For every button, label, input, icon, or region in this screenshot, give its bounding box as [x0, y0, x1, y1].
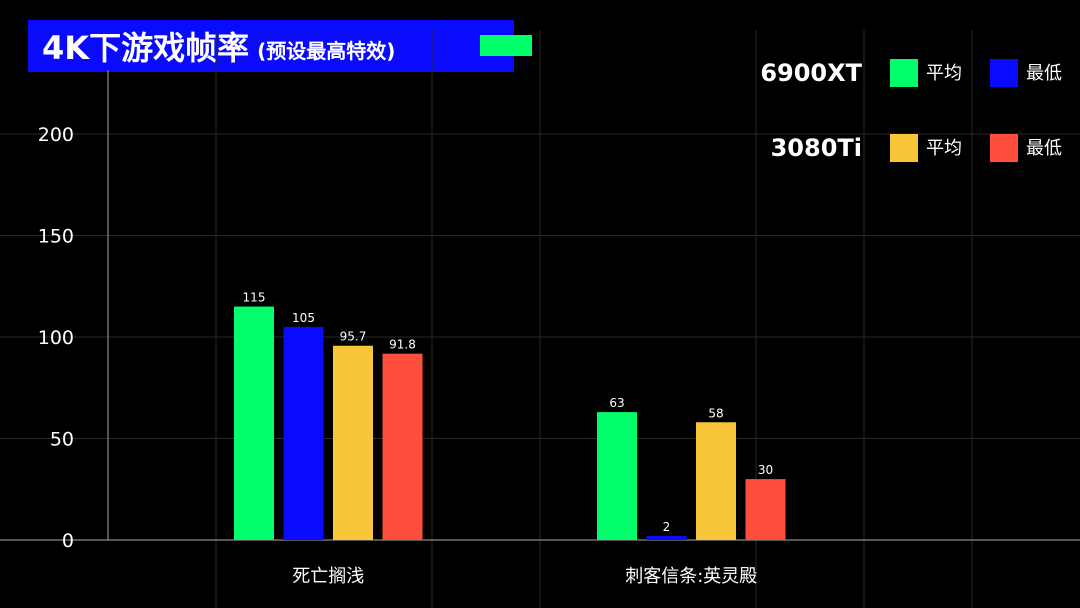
bar	[646, 535, 687, 540]
legend-group-6900xt: 6900XT 平均 最低	[740, 58, 1070, 92]
bar	[597, 412, 637, 540]
bar	[283, 326, 324, 540]
bar	[333, 345, 373, 540]
data-label: 95.7	[340, 330, 367, 344]
data-label: 30	[758, 463, 773, 477]
data-label: 2	[663, 520, 671, 534]
legend-name-3080ti: 3080Ti	[770, 134, 862, 162]
bar	[745, 479, 786, 540]
x-category-label: 死亡搁浅	[292, 566, 364, 587]
legend-label-3080ti-min: 最低	[1026, 138, 1062, 159]
legend-swatch-6900xt-avg	[890, 59, 918, 87]
legend-swatch-6900xt-min	[990, 59, 1018, 87]
legend-swatch-3080ti-min	[990, 134, 1018, 162]
data-label: 63	[609, 396, 624, 410]
chart-title: 4K下游戏帧率	[42, 29, 250, 67]
title-accent-bar	[480, 35, 532, 56]
x-category-label: 刺客信条:英灵殿	[625, 566, 757, 587]
y-tick-label: 50	[50, 429, 74, 451]
bar	[696, 422, 736, 540]
y-tick-label: 200	[38, 124, 74, 146]
legend-group-3080ti: 3080Ti 平均 最低	[740, 133, 1070, 167]
legend-label-6900xt-min: 最低	[1026, 63, 1062, 84]
legend-swatch-3080ti-avg	[890, 134, 918, 162]
y-tick-label: 0	[62, 530, 74, 552]
y-tick-label: 150	[38, 226, 74, 248]
legend-name-6900xt: 6900XT	[760, 59, 862, 87]
legend-label-3080ti-avg: 平均	[926, 138, 962, 159]
bar	[382, 353, 423, 540]
bar	[234, 306, 274, 540]
legend-label-6900xt-avg: 平均	[926, 63, 962, 84]
chart-title-box: 4K下游戏帧率 (预设最高特效)	[28, 20, 514, 72]
data-label: 91.8	[389, 338, 416, 352]
y-tick-label: 100	[38, 327, 74, 349]
chart-subtitle: (预设最高特效)	[257, 38, 396, 63]
data-label: 58	[708, 406, 723, 420]
data-label: 115	[243, 291, 266, 305]
data-label: 105	[292, 311, 315, 325]
